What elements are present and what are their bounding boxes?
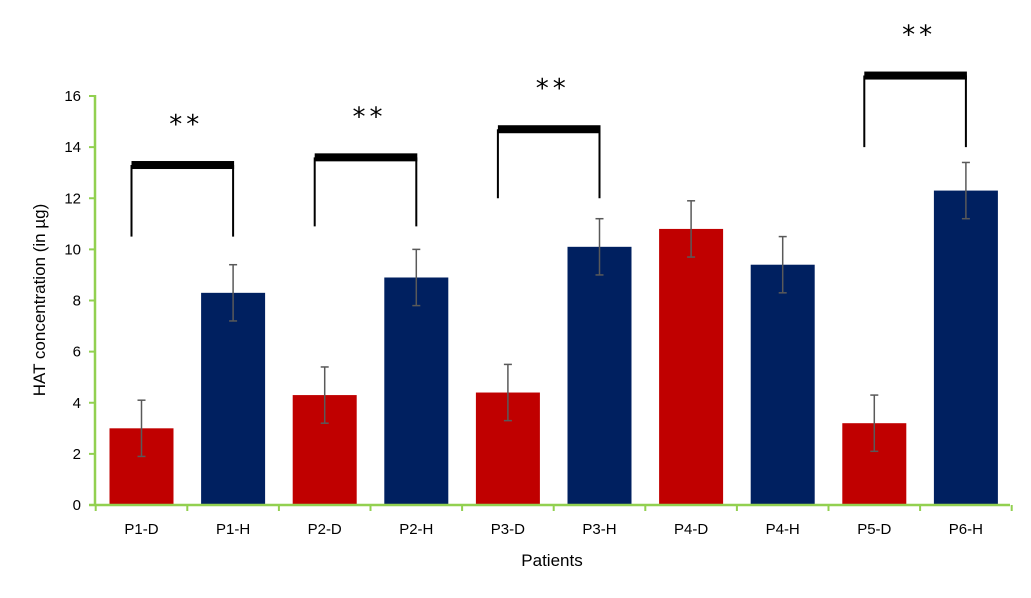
bar-p6-h: [933, 190, 998, 506]
significance-label: **: [902, 21, 936, 51]
bar-p4-h: [750, 264, 815, 505]
y-tick-label: 14: [64, 139, 81, 156]
significance-label: **: [536, 74, 570, 104]
x-tick-label: P2-D: [308, 521, 342, 538]
significance-brackets: ** ** ** **: [130, 21, 967, 237]
y-tick-label: 6: [73, 344, 81, 361]
y-tick-label: 2: [73, 446, 81, 463]
y-tick-label: 4: [73, 395, 81, 412]
x-tick-label: P4-H: [766, 521, 800, 538]
error-bar-p1-d: [137, 399, 146, 458]
significance-bracket-2: **: [313, 102, 418, 227]
y-tick-label: 8: [73, 293, 81, 310]
x-tick-label: P2-H: [399, 521, 433, 538]
x-tick-label: P3-H: [582, 521, 616, 538]
error-bar-p2-d: [320, 366, 329, 424]
y-tick-label: 10: [64, 241, 81, 258]
axes: [89, 95, 1013, 511]
y-axis-title: HAT concentration (in µg): [30, 204, 49, 396]
significance-bracket-4: **: [863, 21, 967, 148]
x-tick-label: P1-H: [216, 521, 250, 538]
error-bar-p3-d: [503, 363, 512, 422]
y-tick-label: 0: [73, 497, 81, 514]
x-tick-label: P3-D: [491, 521, 525, 538]
x-tick-label: P4-D: [674, 521, 708, 538]
error-bar-p2-h: [412, 248, 421, 307]
bar-p1-h: [201, 292, 266, 505]
tick-labels: 0 2 4 6 8 10 12 14 16 P1-D P1-H P2-D P2-H P3-D P3-H P4-…: [64, 88, 983, 538]
x-axis-title: Patients: [521, 551, 582, 570]
x-tick-label: P6-H: [949, 521, 983, 538]
error-bar-p4-h: [778, 235, 787, 294]
error-bar-p5-d: [870, 394, 879, 453]
significance-bracket-3: **: [496, 74, 601, 199]
bar-p2-h: [384, 277, 449, 505]
bar-p4-d: [659, 228, 724, 506]
significance-label: **: [353, 102, 387, 132]
y-tick-label: 12: [64, 190, 81, 207]
x-tick-label: P5-D: [857, 521, 891, 538]
bars: [109, 190, 998, 506]
error-bar-p1-h: [229, 263, 238, 322]
error-bar-p4-d: [687, 200, 696, 258]
bar-p3-h: [567, 246, 632, 505]
bracket-bar: [864, 71, 967, 80]
significance-label: **: [169, 110, 203, 140]
x-tick-label: P1-D: [124, 521, 158, 538]
error-bar-p3-h: [595, 217, 604, 276]
y-tick-label: 16: [64, 88, 81, 105]
error-bar-p6-h: [961, 161, 970, 220]
significance-bracket-1: **: [130, 110, 235, 237]
bracket-bar: [314, 153, 418, 162]
bracket-bar: [497, 125, 601, 134]
error-bars: [137, 161, 970, 458]
bracket-bar: [131, 161, 235, 170]
